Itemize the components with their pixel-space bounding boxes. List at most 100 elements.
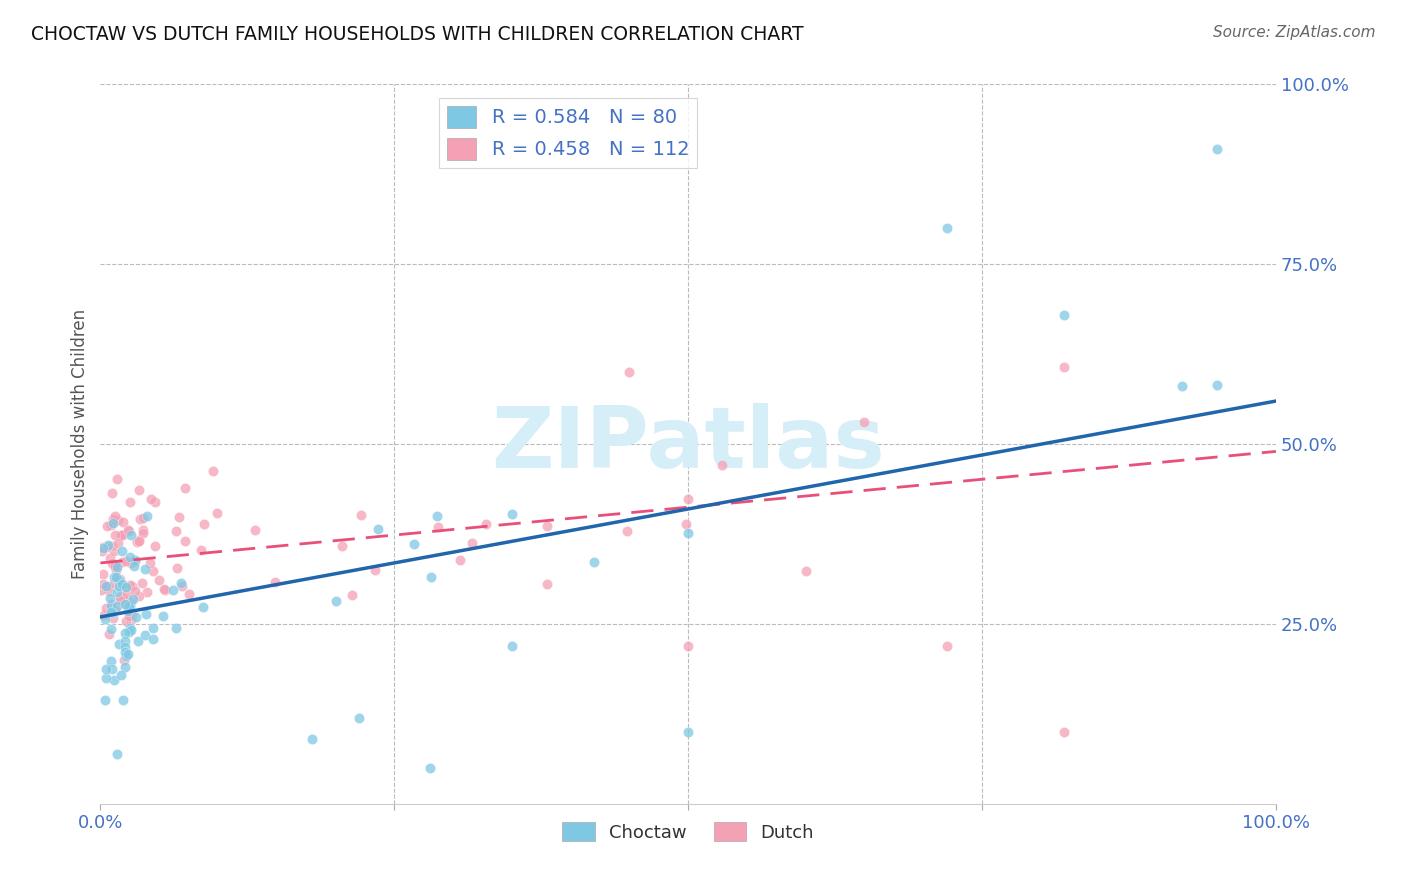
Point: [114, 580, 136, 594]
Point: [112, 516, 135, 530]
Point: [152, 582, 174, 596]
Point: [108, 573, 131, 587]
Point: [205, 506, 228, 520]
Point: [347, 711, 370, 725]
Point: [118, 578, 141, 592]
Point: [108, 573, 131, 587]
Point: [114, 597, 136, 611]
Point: [1053, 360, 1076, 375]
Point: [165, 622, 187, 636]
Point: [100, 556, 122, 570]
Point: [128, 483, 150, 497]
Point: [263, 574, 285, 589]
Point: [474, 516, 496, 531]
Point: [122, 559, 145, 574]
Point: [91, 541, 114, 555]
Point: [162, 583, 184, 598]
Point: [90, 582, 112, 597]
Point: [675, 516, 697, 531]
Point: [105, 473, 128, 487]
Point: [110, 668, 132, 682]
Point: [110, 593, 132, 607]
Point: [105, 585, 128, 599]
Point: [118, 495, 141, 509]
Point: [142, 621, 165, 635]
Point: [103, 516, 125, 530]
Point: [426, 520, 449, 534]
Point: [142, 564, 165, 578]
Point: [108, 579, 131, 593]
Point: [245, 523, 267, 537]
Point: [91, 541, 114, 555]
Point: [418, 761, 440, 775]
Point: [364, 563, 387, 577]
Point: [135, 607, 157, 621]
Point: [112, 591, 135, 606]
Point: [616, 524, 638, 538]
Point: [112, 653, 135, 667]
Point: [124, 554, 146, 568]
Point: [167, 509, 190, 524]
Point: [94, 601, 117, 615]
Point: [97, 579, 120, 593]
Point: [301, 732, 323, 747]
Point: [107, 536, 129, 550]
Legend: R = 0.584   N = 80, R = 0.458   N = 112: R = 0.584 N = 80, R = 0.458 N = 112: [439, 98, 697, 168]
Point: [111, 543, 134, 558]
Point: [1053, 308, 1076, 322]
Point: [711, 458, 734, 473]
Point: [114, 626, 136, 640]
Text: CHOCTAW VS DUTCH FAMILY HOUSEHOLDS WITH CHILDREN CORRELATION CHART: CHOCTAW VS DUTCH FAMILY HOUSEHOLDS WITH …: [31, 25, 804, 44]
Point: [170, 575, 193, 590]
Point: [120, 614, 142, 628]
Point: [152, 609, 174, 624]
Point: [420, 570, 443, 584]
Point: [100, 518, 122, 533]
Point: [461, 535, 484, 549]
Point: [367, 522, 389, 536]
Point: [142, 632, 165, 646]
Point: [94, 611, 117, 625]
Point: [103, 576, 125, 591]
Point: [100, 599, 122, 613]
Point: [111, 577, 134, 591]
Point: [124, 553, 146, 567]
Point: [120, 528, 142, 542]
Point: [97, 583, 120, 598]
Point: [128, 589, 150, 603]
Text: Source: ZipAtlas.com: Source: ZipAtlas.com: [1212, 25, 1375, 40]
Point: [340, 589, 363, 603]
Point: [136, 508, 159, 523]
Point: [103, 570, 125, 584]
Point: [676, 639, 699, 653]
Point: [100, 605, 122, 619]
Point: [115, 554, 138, 568]
Point: [449, 552, 471, 566]
Point: [794, 564, 817, 578]
Point: [128, 533, 150, 547]
Y-axis label: Family Households with Children: Family Households with Children: [72, 310, 89, 579]
Point: [96, 662, 118, 676]
Text: ZIPatlas: ZIPatlas: [491, 402, 884, 486]
Point: [165, 524, 187, 538]
Point: [118, 609, 141, 624]
Point: [101, 611, 124, 625]
Point: [330, 539, 353, 553]
Point: [1206, 378, 1229, 392]
Point: [1171, 379, 1194, 393]
Point: [676, 526, 699, 541]
Point: [98, 591, 121, 605]
Point: [114, 633, 136, 648]
Point: [111, 693, 134, 707]
Point: [101, 512, 124, 526]
Point: [108, 573, 131, 587]
Point: [98, 626, 121, 640]
Point: [105, 599, 128, 613]
Point: [127, 633, 149, 648]
Point: [193, 516, 215, 531]
Point: [583, 555, 606, 569]
Point: [104, 603, 127, 617]
Point: [105, 570, 128, 584]
Point: [536, 577, 558, 591]
Point: [139, 492, 162, 507]
